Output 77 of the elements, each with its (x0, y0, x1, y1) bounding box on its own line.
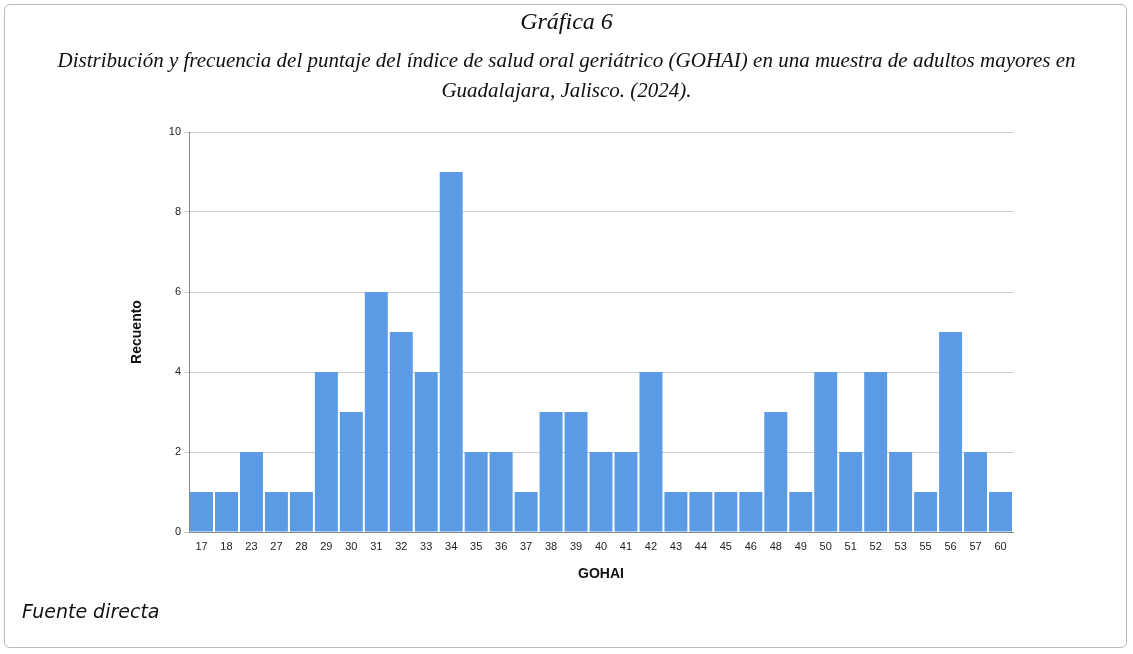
x-tick-label: 52 (869, 539, 882, 552)
x-tick-label: 53 (894, 539, 907, 552)
bar (215, 492, 238, 532)
bar (389, 332, 413, 532)
x-tick-label: 42 (644, 539, 658, 552)
bar (714, 492, 738, 532)
x-tick-label: 29 (320, 539, 333, 552)
x-axis-title: GOHAI (578, 565, 624, 582)
bar (839, 452, 863, 532)
bar (414, 372, 438, 532)
bar (314, 372, 338, 532)
bar (814, 372, 838, 532)
x-tick-label: 17 (195, 539, 208, 552)
y-tick-label: 6 (174, 285, 182, 298)
bar (439, 172, 463, 532)
bar (514, 492, 538, 532)
bar (239, 452, 263, 532)
x-tick-label: 36 (495, 539, 508, 552)
bar (739, 492, 763, 532)
x-tick-label: 37 (519, 539, 533, 552)
y-tick-label: 4 (174, 365, 182, 378)
x-tick-label: 45 (719, 539, 732, 552)
bar (889, 452, 913, 532)
bar (289, 492, 313, 532)
bar (864, 372, 888, 532)
y-tick-label: 0 (174, 525, 182, 538)
x-tick-label: 43 (669, 539, 683, 552)
x-tick-label: 27 (270, 539, 283, 552)
bar (489, 452, 513, 532)
x-tick-label: 49 (794, 539, 807, 552)
y-axis-title: Recuento (128, 300, 145, 364)
x-tick-label: 31 (370, 539, 383, 552)
x-tick-label: 51 (844, 539, 857, 552)
bar (339, 412, 363, 532)
x-tick-label: 35 (470, 539, 483, 552)
bar (964, 452, 988, 532)
bar (914, 492, 938, 532)
x-tick-label: 28 (295, 539, 308, 552)
bar (789, 492, 813, 532)
x-tick-label: 60 (994, 539, 1007, 552)
x-tick-label: 50 (819, 539, 832, 552)
bar (589, 452, 613, 532)
bar (639, 372, 663, 532)
x-tick-label: 32 (395, 539, 408, 552)
x-tick-label: 34 (445, 539, 458, 552)
x-tick-label: 23 (245, 539, 258, 552)
y-tick-label: 2 (174, 445, 182, 458)
x-tick-label: 39 (569, 539, 583, 552)
source-note: Fuente directa (22, 600, 160, 622)
bar (539, 412, 563, 532)
x-tick-label: 55 (919, 539, 932, 552)
bar (989, 492, 1012, 532)
chart-subtitle: Distribución y frecuencia del puntaje del índice de salud oral geriátrico (GOHAI) en una muestra de adultos mayores en Guadalajara, Jalisco. (2024). (56, 47, 1077, 104)
y-tick-label: 10 (168, 125, 182, 138)
bar (764, 412, 788, 532)
bar (564, 412, 588, 532)
x-tick-label: 44 (694, 539, 708, 552)
x-tick-label: 33 (420, 539, 433, 552)
x-tick-label: 30 (345, 539, 358, 552)
x-tick-label: 56 (944, 539, 957, 552)
bar (689, 492, 713, 532)
bar (464, 452, 488, 532)
bar (190, 492, 214, 532)
x-tick-label: 38 (544, 539, 558, 552)
y-tick-label: 8 (174, 205, 182, 218)
x-tick-label: 46 (744, 539, 757, 552)
x-tick-label: 57 (969, 539, 982, 552)
x-tick-label: 40 (594, 539, 608, 552)
x-tick-label: 18 (220, 539, 233, 552)
bar (939, 332, 963, 532)
bar (664, 492, 688, 532)
bar (264, 492, 288, 532)
x-tick-label: 48 (769, 539, 782, 552)
bar (614, 452, 638, 532)
x-tick-label: 41 (619, 539, 633, 552)
chart-title: Gráfica 6 (519, 8, 614, 35)
bar (364, 292, 388, 532)
